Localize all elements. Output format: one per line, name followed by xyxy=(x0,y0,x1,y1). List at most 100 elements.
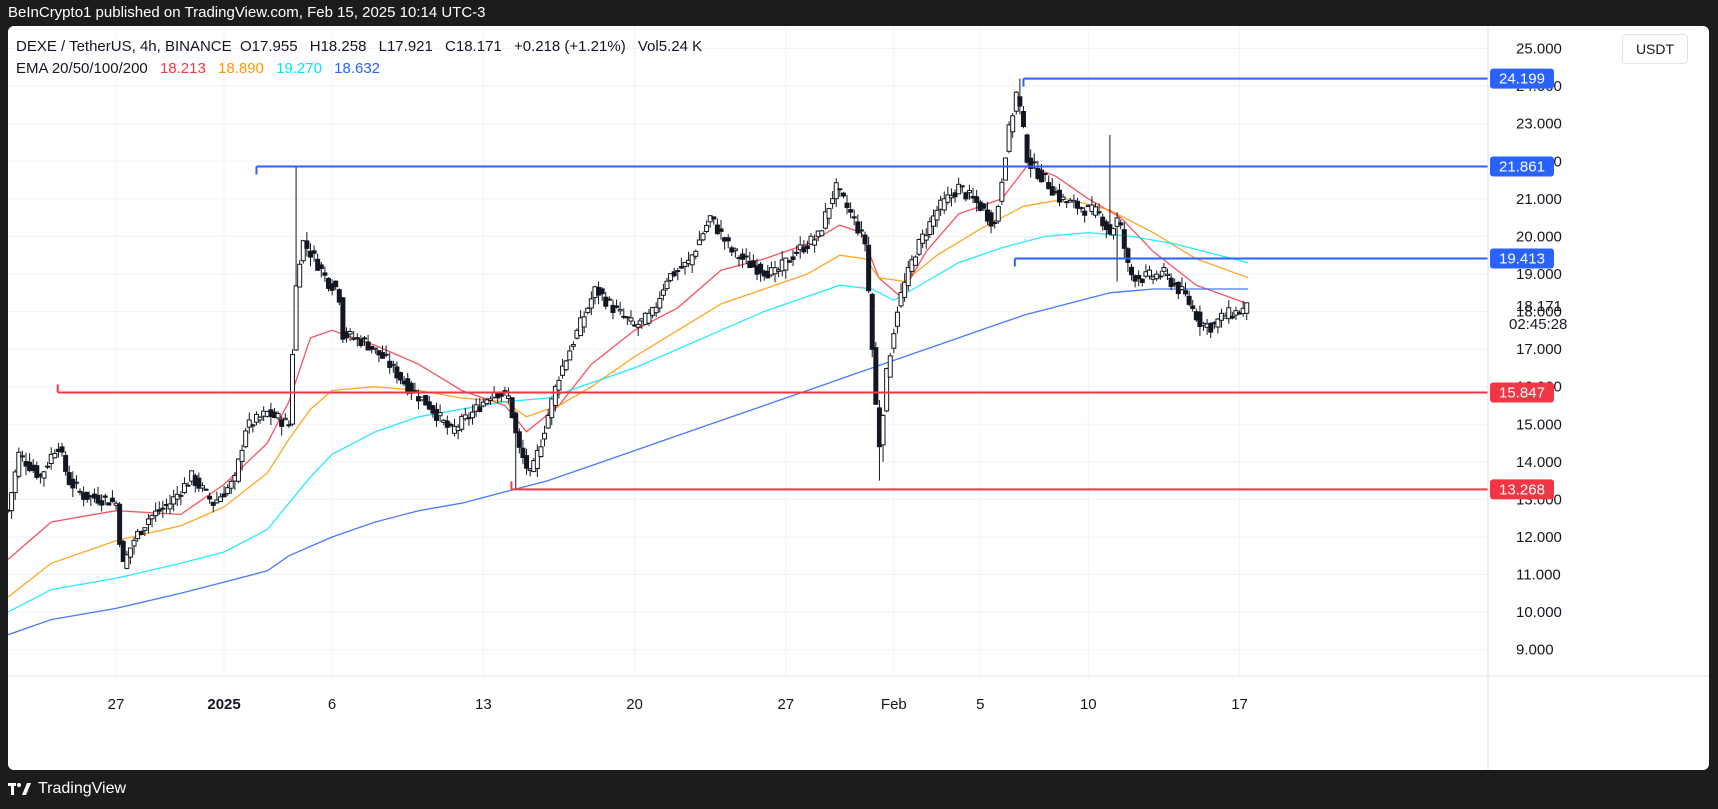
candle-body xyxy=(617,308,623,312)
price-axis[interactable]: 9.00010.00011.00012.00013.00014.00015.00… xyxy=(1516,41,1562,659)
candle-body xyxy=(894,311,900,327)
candle-body xyxy=(167,503,173,510)
candle-body xyxy=(120,540,126,562)
chart-legend: DEXE / TetherUS, 4h, BINANCE O17.955 H18… xyxy=(16,36,702,80)
candle-body xyxy=(1139,278,1145,283)
candle-body xyxy=(286,424,292,427)
candle-body xyxy=(549,398,555,419)
candle-body xyxy=(293,285,299,351)
candle-body xyxy=(221,493,227,498)
y-tick-label: 17.000 xyxy=(1516,341,1562,358)
candle-body xyxy=(1078,206,1084,210)
currency-button[interactable]: USDT xyxy=(1622,34,1688,64)
candle-body xyxy=(588,298,594,309)
ohlc-row: DEXE / TetherUS, 4h, BINANCE O17.955 H18… xyxy=(16,36,702,58)
y-tick-label: 9.000 xyxy=(1516,642,1554,659)
candle-body xyxy=(145,518,151,525)
candle-body xyxy=(1168,277,1174,288)
candle-body xyxy=(732,248,738,252)
candle-body xyxy=(34,465,40,478)
candle-body xyxy=(837,188,843,191)
candle-body xyxy=(41,471,47,479)
candle-body xyxy=(992,222,998,225)
symbol-label[interactable]: DEXE / TetherUS, 4h, BINANCE xyxy=(16,38,232,55)
candle-body xyxy=(243,430,249,448)
candle-body xyxy=(1010,115,1016,133)
candle-body xyxy=(135,530,141,540)
candle-body xyxy=(916,239,922,255)
candle-body xyxy=(855,221,861,234)
candle-body xyxy=(869,293,875,350)
candle-body xyxy=(207,495,213,500)
candle-body xyxy=(354,337,360,340)
y-tick-label: 14.000 xyxy=(1516,454,1562,471)
candle-body xyxy=(689,254,695,266)
candle-body xyxy=(945,194,951,203)
ema-indicator-label[interactable]: EMA 20/50/100/200 xyxy=(16,60,148,77)
candle-body xyxy=(887,355,893,378)
candle-body xyxy=(1226,307,1232,320)
candle-body xyxy=(1017,96,1023,107)
level-tag-label: 19.413 xyxy=(1499,250,1545,267)
candle-body xyxy=(437,412,443,417)
candle-body xyxy=(1229,315,1235,319)
candle-body xyxy=(999,181,1005,202)
candle-body xyxy=(1042,172,1048,175)
publish-header: BeInCrypto1 published on TradingView.com… xyxy=(0,0,1718,26)
candle-body xyxy=(995,205,1001,222)
candle-body xyxy=(210,501,216,506)
candle-body xyxy=(1165,273,1171,276)
candle-body xyxy=(181,483,187,494)
ema20-value: 18.213 xyxy=(159,60,206,77)
y-tick-label: 20.000 xyxy=(1516,228,1562,245)
candle-body xyxy=(171,496,177,505)
candle-body xyxy=(606,298,612,301)
levels xyxy=(56,77,1488,491)
candle-body xyxy=(668,273,674,281)
x-tick-label: Feb xyxy=(881,696,907,713)
candle-body xyxy=(282,417,288,421)
candle-body xyxy=(1024,134,1030,163)
y-tick-label: 19.000 xyxy=(1516,266,1562,283)
candle-body xyxy=(59,446,65,453)
candle-body xyxy=(786,260,792,263)
ema50-line xyxy=(8,198,1249,598)
time-axis[interactable]: 27 2025 6 13 20 27 Feb 5 10 17 xyxy=(108,696,1248,713)
candle-body xyxy=(538,446,544,457)
candle-body xyxy=(466,417,472,420)
candle-body xyxy=(311,250,317,254)
candle-body xyxy=(1092,206,1098,216)
candle-body xyxy=(149,514,155,520)
candle-body xyxy=(704,224,710,232)
candle-body xyxy=(790,256,796,261)
candle-body xyxy=(109,497,115,502)
candle-body xyxy=(477,406,483,412)
candle-body xyxy=(1157,275,1163,278)
candle-body xyxy=(851,216,857,219)
tradingview-logo[interactable]: TradingView xyxy=(8,780,126,798)
candle-body xyxy=(63,455,69,472)
candle-body xyxy=(725,237,731,242)
volume-label: Vol xyxy=(637,38,659,55)
candle-body xyxy=(682,261,688,267)
candle-body xyxy=(696,239,702,246)
candle-body xyxy=(333,280,339,288)
ema-lines xyxy=(8,164,1249,636)
candle-body xyxy=(225,487,231,495)
grid xyxy=(8,26,1488,676)
candle-body xyxy=(524,455,530,469)
candle-body xyxy=(95,494,101,504)
candle-body xyxy=(372,347,378,350)
candle-body xyxy=(304,240,310,249)
candle-body xyxy=(156,509,162,512)
candle-body xyxy=(318,264,324,270)
candle-body xyxy=(488,398,494,401)
x-tick-label: 27 xyxy=(777,696,794,713)
candle-body xyxy=(142,527,148,531)
candle-body xyxy=(12,471,18,494)
y-tick-label: 15.000 xyxy=(1516,416,1562,433)
candle-body xyxy=(336,289,342,303)
candle-body xyxy=(743,255,749,258)
candle-body xyxy=(1096,211,1102,214)
price-chart[interactable]: 9.00010.00011.00012.00013.00014.00015.00… xyxy=(8,26,1709,770)
